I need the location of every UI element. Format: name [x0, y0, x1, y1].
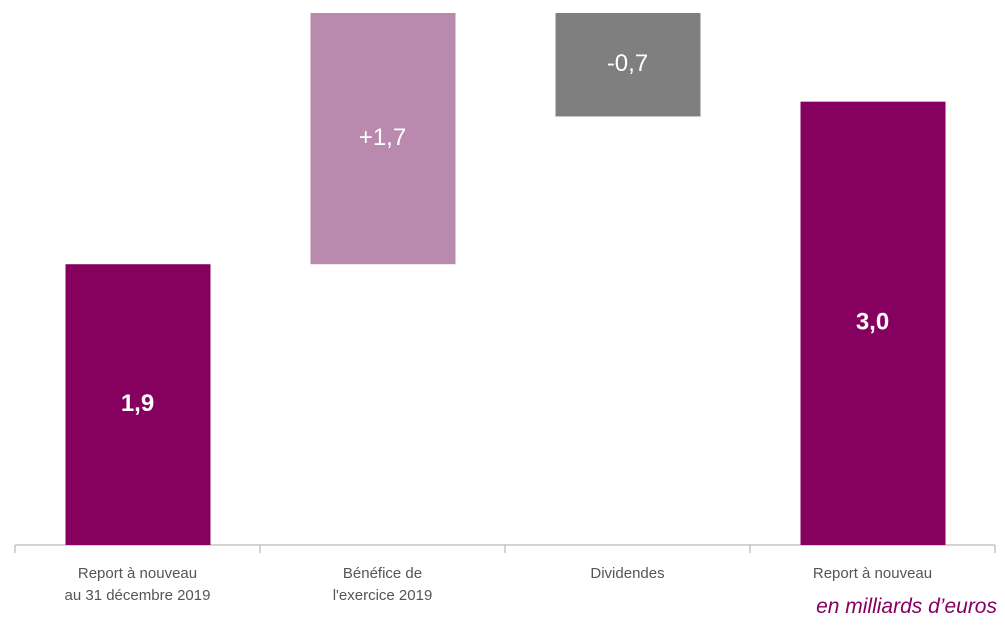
- value-label: -0,7: [607, 50, 648, 77]
- x-tick-label: Dividendes: [590, 565, 665, 582]
- bar: [310, 13, 456, 265]
- unit-note: en milliards d’euros: [816, 595, 997, 618]
- value-label: 3,0: [856, 309, 889, 336]
- bar: [800, 101, 946, 546]
- bar: [555, 13, 701, 117]
- x-tick-label: Report à nouveau: [812, 565, 933, 582]
- bar: [65, 264, 211, 545]
- x-tick-label: Bénéfice de l'exercice 2019: [332, 565, 433, 604]
- value-label: 1,9: [121, 390, 154, 417]
- x-tick-label: Report à nouveau au 31 décembre 2019: [64, 565, 211, 604]
- value-label: +1,7: [359, 124, 406, 151]
